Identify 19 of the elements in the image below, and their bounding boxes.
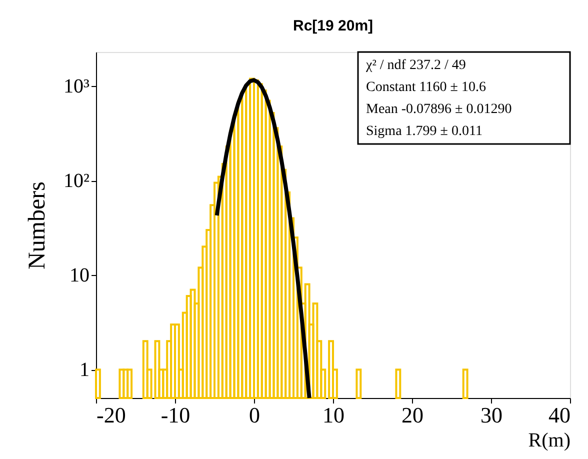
x-tick-label: -10 [160,402,190,428]
line-series [214,78,312,400]
y-tick-label: 10³ [64,76,90,98]
x-tick-label: 20 [402,402,424,428]
y-axis-title: Numbers [24,182,51,270]
y-tick-label: 1 [80,359,90,382]
chart-title: Rc[19 20m] [292,17,374,34]
x-tick-label: 40 [548,402,570,428]
annotation: Constant 1160 ± 10.6 [366,80,486,95]
y-tick-label: 10² [64,170,90,192]
x-tick-label: 0 [249,402,260,428]
x-tick-label: -20 [96,402,126,428]
annotation: Mean -0.07896 ± 0.01290 [366,102,512,117]
x-tick-label: 10 [322,402,344,428]
x-axis-title: R(m) [528,430,570,452]
annotation: χ² / ndf 237.2 / 49 [365,58,466,73]
x-tick-label: 30 [480,402,502,428]
y-tick-label: 10 [70,264,90,287]
annotation: Sigma 1.799 ± 0.011 [366,124,482,139]
